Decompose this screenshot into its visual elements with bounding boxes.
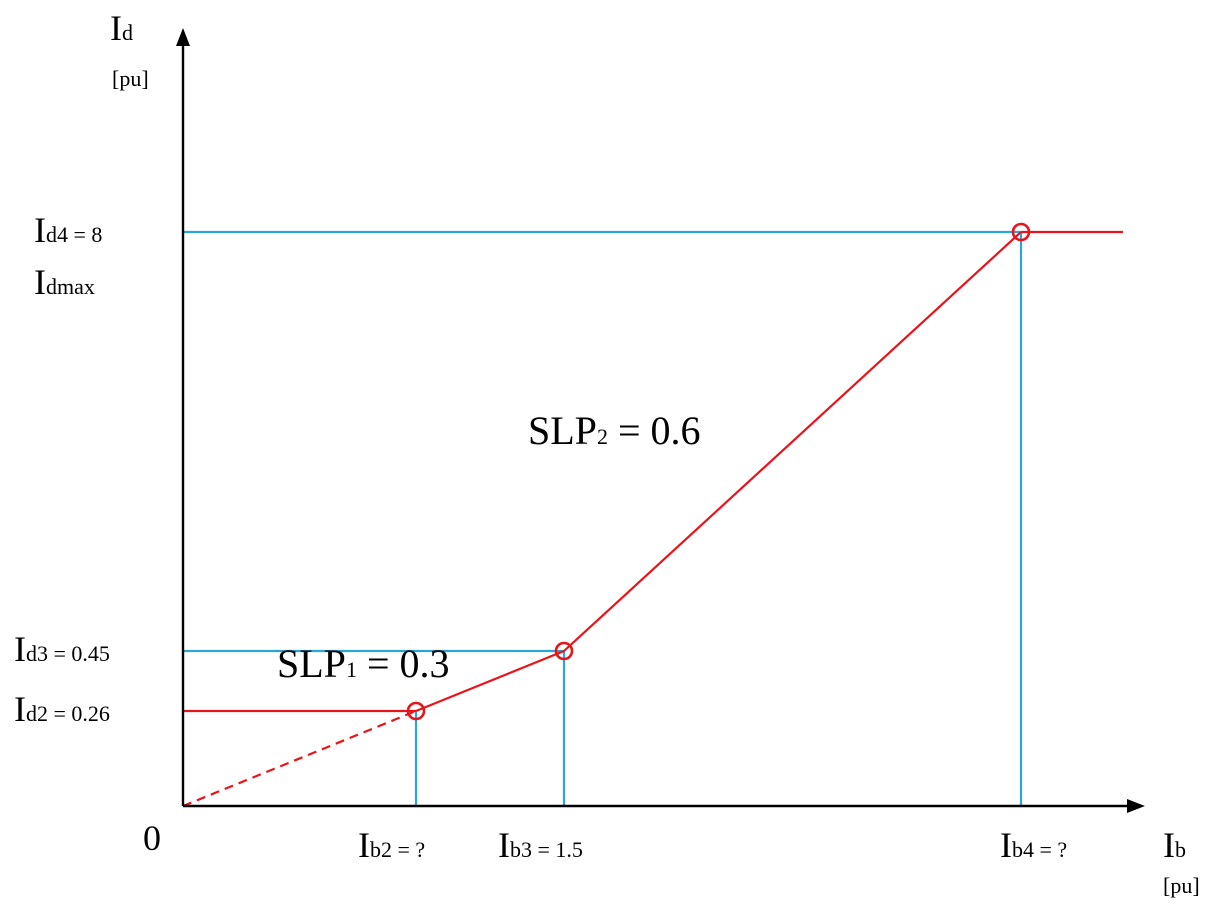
slope1-label: SLP1 = 0.3 bbox=[277, 641, 450, 686]
id4-label: Id4 = 8 bbox=[34, 210, 102, 250]
guide-lines bbox=[183, 230, 1023, 806]
axes bbox=[176, 28, 1145, 813]
ib2-label: Ib2 = ? bbox=[358, 825, 425, 865]
x-axis-arrow-icon bbox=[1127, 799, 1145, 813]
ib4-label: Ib4 = ? bbox=[1000, 825, 1067, 865]
x-axis-unit: [pu] bbox=[1163, 873, 1200, 898]
y-axis-arrow-icon bbox=[176, 28, 190, 46]
curve-slope1-segment bbox=[415, 649, 565, 713]
origin-label: 0 bbox=[143, 818, 161, 858]
id3-label: Id3 = 0.45 bbox=[14, 629, 110, 669]
y-axis-unit: [pu] bbox=[112, 66, 149, 91]
curve-slope2-segment bbox=[563, 231, 1022, 652]
slope2-label: SLP2 = 0.6 bbox=[528, 408, 701, 453]
characteristic-curve bbox=[182, 222, 1123, 808]
breakpoint-4-marker bbox=[1011, 222, 1031, 242]
curve-extension-dashed bbox=[182, 709, 417, 808]
y-axis-label: Id bbox=[110, 8, 133, 48]
breakpoint-2-marker bbox=[406, 701, 426, 721]
idmax-label: Idmax bbox=[34, 262, 95, 302]
x-axis-label: Ib bbox=[1163, 825, 1186, 865]
breakpoint-3-marker bbox=[554, 641, 574, 661]
ib3-label: Ib3 = 1.5 bbox=[498, 825, 583, 865]
id2-label: Id2 = 0.26 bbox=[14, 689, 110, 729]
